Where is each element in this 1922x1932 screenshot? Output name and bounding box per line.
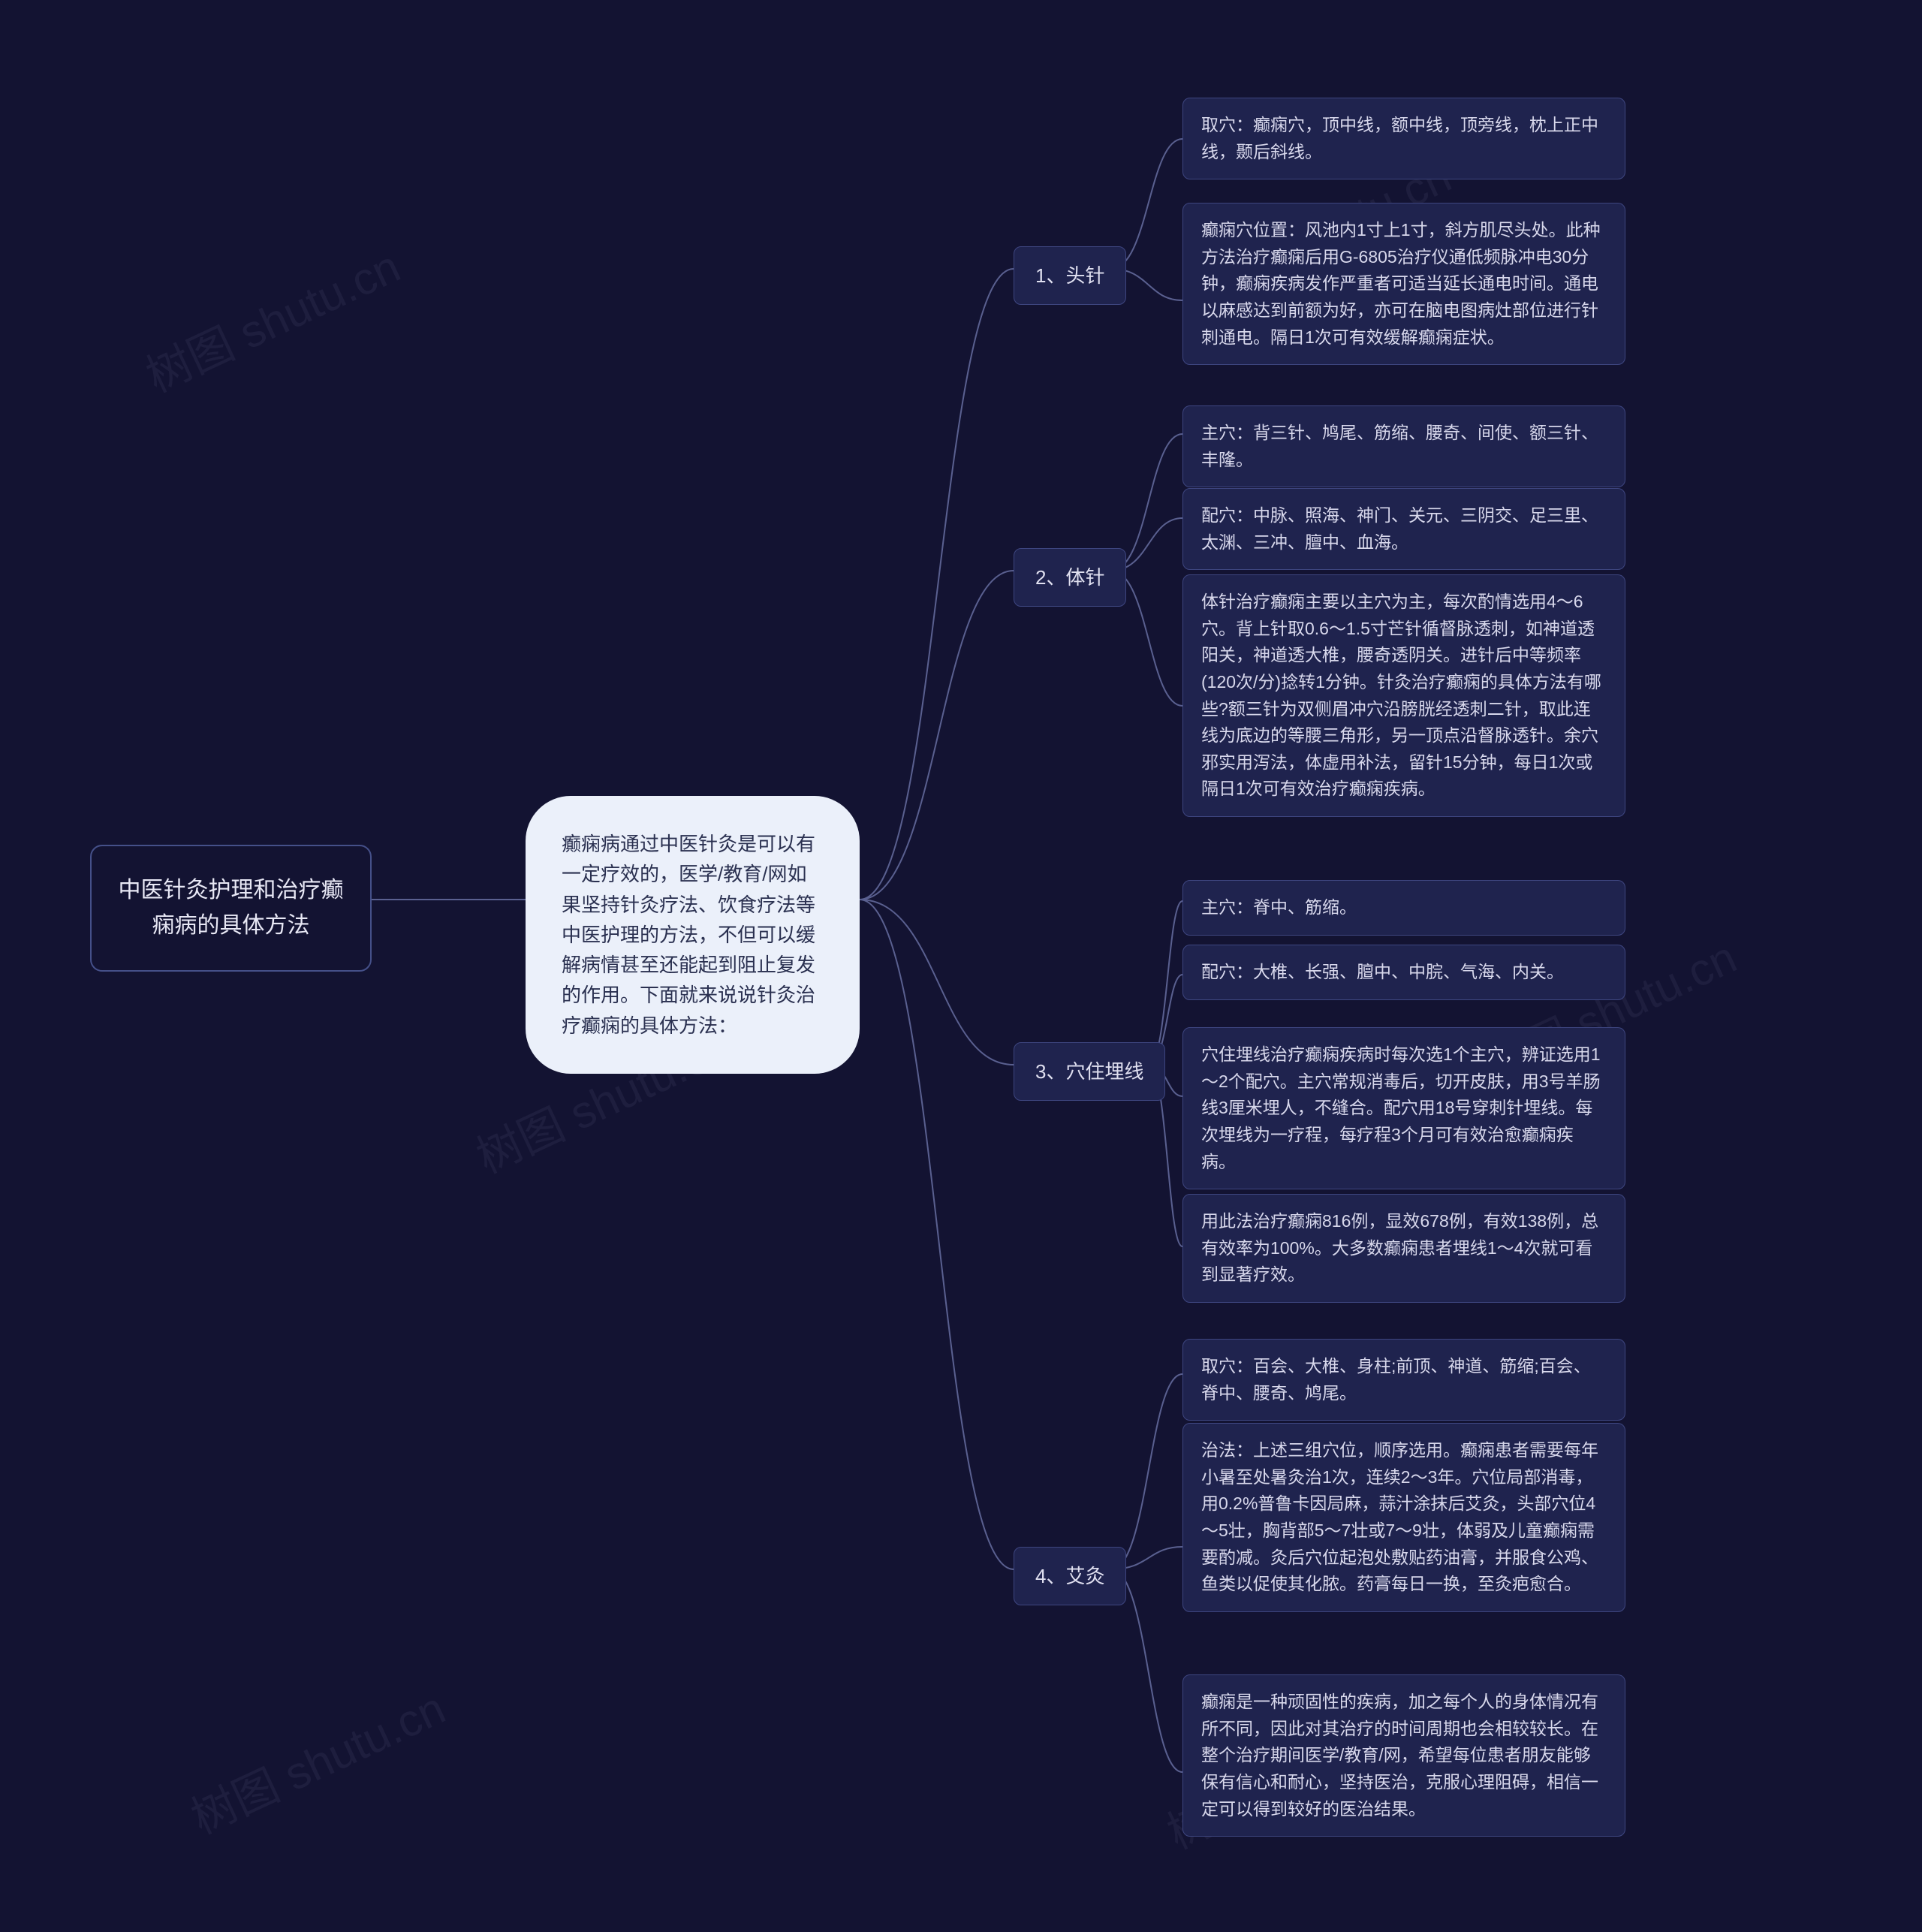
leaf-node-1-1: 取穴：癫痫穴，顶中线，额中线，顶旁线，枕上正中线，颞后斜线。 bbox=[1182, 98, 1625, 179]
leaf-node-4-2: 治法：上述三组穴位，顺序选用。癫痫患者需要每年小暑至处暑灸治1次，连续2～3年。… bbox=[1182, 1423, 1625, 1612]
leaf-node-1-2: 癫痫穴位置：风池内1寸上1寸，斜方肌尽头处。此种方法治疗癫痫后用G-6805治疗… bbox=[1182, 203, 1625, 365]
leaf-node-4-3: 癫痫是一种顽固性的疾病，加之每个人的身体情况有所不同，因此对其治疗的时间周期也会… bbox=[1182, 1674, 1625, 1837]
leaf-node-4-1: 取穴：百会、大椎、身柱;前顶、神道、筋缩;百会、脊中、腰奇、鸠尾。 bbox=[1182, 1339, 1625, 1421]
leaf-node-2-2: 配穴：中脉、照海、神门、关元、三阴交、足三里、太渊、三冲、膻中、血海。 bbox=[1182, 488, 1625, 570]
leaf-node-3-2: 配穴：大椎、长强、膻中、中脘、气海、内关。 bbox=[1182, 945, 1625, 1000]
branch-node-4: 4、艾灸 bbox=[1014, 1547, 1126, 1605]
branch-node-1: 1、头针 bbox=[1014, 246, 1126, 305]
leaf-node-2-3: 体针治疗癫痫主要以主穴为主，每次酌情选用4～6穴。背上针取0.6～1.5寸芒针循… bbox=[1182, 574, 1625, 817]
root-node: 中医针灸护理和治疗癫痫病的具体方法 bbox=[90, 845, 372, 972]
intro-node: 癫痫病通过中医针灸是可以有一定疗效的，医学/教育/网如果坚持针灸疗法、饮食疗法等… bbox=[526, 796, 860, 1074]
leaf-node-2-1: 主穴：背三针、鸠尾、筋缩、腰奇、间使、额三针、丰隆。 bbox=[1182, 405, 1625, 487]
branch-node-3: 3、穴住埋线 bbox=[1014, 1042, 1165, 1101]
leaf-node-3-3: 穴住埋线治疗癫痫疾病时每次选1个主穴，辨证选用1～2个配穴。主穴常规消毒后，切开… bbox=[1182, 1027, 1625, 1189]
leaf-node-3-1: 主穴：脊中、筋缩。 bbox=[1182, 880, 1625, 936]
mindmap-canvas: 中医针灸护理和治疗癫痫病的具体方法 癫痫病通过中医针灸是可以有一定疗效的，医学/… bbox=[0, 0, 1922, 1932]
branch-node-2: 2、体针 bbox=[1014, 548, 1126, 607]
leaf-node-3-4: 用此法治疗癫痫816例，显效678例，有效138例，总有效率为100%。大多数癫… bbox=[1182, 1194, 1625, 1303]
